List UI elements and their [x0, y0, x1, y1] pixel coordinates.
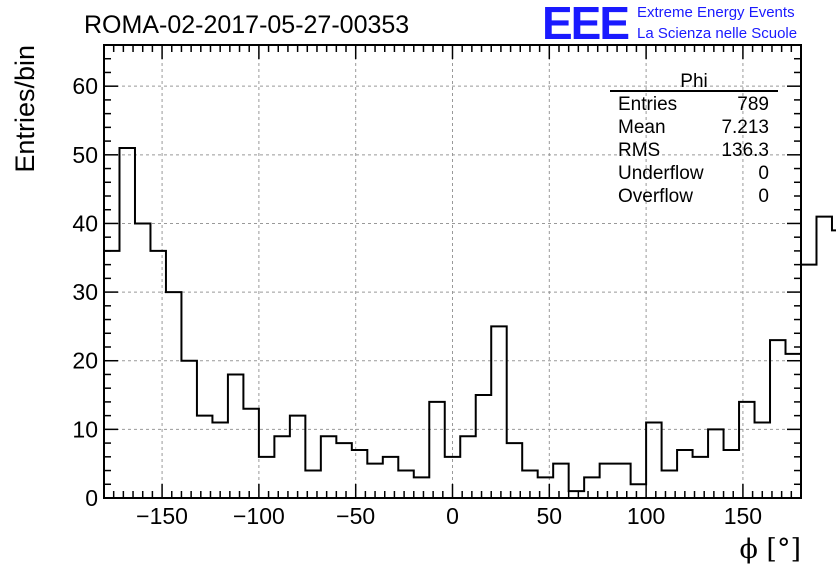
histogram-bin [832, 230, 836, 498]
histogram-bin [770, 340, 785, 498]
y-tick-labels: 0 10 20 30 40 50 60 [72, 73, 98, 511]
histogram-bin [197, 416, 212, 498]
y-tick-label: 60 [72, 73, 98, 99]
histogram-bin [243, 409, 258, 498]
y-tick-label: 50 [72, 142, 98, 168]
histogram-bin [336, 443, 351, 498]
stats-label: RMS [618, 140, 660, 161]
histogram-bin [646, 423, 661, 499]
stats-value: 0 [758, 186, 769, 207]
histogram-bin [786, 354, 801, 498]
x-tick-label: 50 [537, 503, 563, 529]
histogram-bin [352, 450, 367, 498]
histogram-bin [166, 292, 181, 498]
x-axis-label: ϕ [°] [739, 534, 801, 565]
y-tick-label: 30 [72, 279, 98, 305]
stats-label: Mean [618, 117, 666, 138]
chart-title: ROMA-02-2017-05-27-00353 [84, 11, 410, 39]
histogram-bin [259, 457, 274, 498]
histogram-step-line [104, 146, 836, 493]
x-tick-label: −150 [136, 503, 188, 529]
stats-label: Entries [618, 94, 677, 115]
histogram-bin [816, 217, 831, 498]
x-tick-label: 0 [446, 503, 459, 529]
histogram-bin [181, 361, 196, 498]
histogram-bin [321, 436, 336, 498]
histogram-bin [708, 429, 723, 498]
histogram-bin [398, 471, 413, 498]
grid-lines [104, 45, 801, 498]
histogram-bin [476, 395, 491, 498]
histogram-bin [414, 477, 429, 498]
histogram-bin [150, 251, 165, 498]
x-tick-label: 100 [627, 503, 665, 529]
x-tick-labels: −150 −100 −50 0 50 100 150 [136, 503, 762, 529]
stats-label: Overflow [618, 186, 693, 207]
stats-value: 0 [758, 163, 769, 184]
y-tick-label: 10 [72, 416, 98, 442]
histogram-bin [460, 436, 475, 498]
stats-value: 789 [737, 94, 769, 115]
histogram-bin [569, 491, 584, 498]
logo-subtitle-2: La Scienza nelle Scuole [637, 25, 798, 42]
histogram-bin [801, 265, 816, 498]
histogram-bin [507, 443, 522, 498]
x-tick-label: 150 [724, 503, 762, 529]
x-tick-label: −50 [336, 503, 375, 529]
histogram-bin [212, 423, 227, 499]
histogram-bin [135, 223, 150, 498]
histogram-bin [228, 374, 243, 498]
stats-value: 7.213 [721, 117, 769, 138]
y-tick-label: 0 [85, 485, 98, 511]
histogram-bin [631, 484, 646, 498]
stats-name: Phi [680, 71, 707, 92]
stats-value: 136.3 [721, 140, 769, 161]
y-tick-label: 40 [72, 210, 98, 236]
histogram-bin [274, 436, 289, 498]
x-tick-label: −100 [233, 503, 285, 529]
histogram-bin [755, 423, 770, 499]
histogram-bin [491, 326, 506, 498]
histogram-bin [553, 464, 568, 498]
stats-label: Underflow [618, 163, 704, 184]
y-tick-label: 20 [72, 348, 98, 374]
y-axis-label: Entries/bin [10, 45, 40, 173]
histogram-bin [724, 450, 739, 498]
logo-subtitle-1: Extreme Energy Events [637, 4, 795, 21]
axis-ticks [104, 44, 801, 499]
histogram-bin [290, 416, 305, 498]
histogram-series [104, 146, 836, 499]
histogram-bin [119, 148, 134, 498]
histogram-bin [429, 402, 444, 498]
eee-logo: EEE [542, 0, 630, 49]
histogram-bin [677, 450, 692, 498]
stats-box: Phi Entries 789 Mean 7.213 RMS 136.3 Underflow… [610, 71, 778, 207]
histogram-bin [739, 402, 754, 498]
